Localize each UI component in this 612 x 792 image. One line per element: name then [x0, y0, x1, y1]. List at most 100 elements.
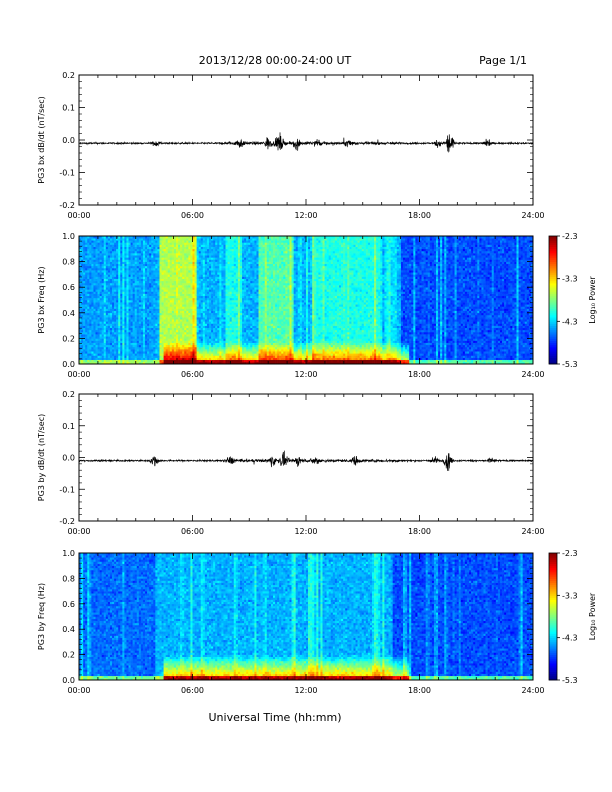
spectrogram-cell: [97, 353, 100, 356]
spectrogram-cell: [180, 289, 183, 292]
spectrogram-cell: [171, 282, 175, 286]
spectrogram-cell: [161, 253, 164, 256]
spectrogram-cell: [145, 308, 148, 311]
spectrogram-cell: [85, 342, 88, 346]
spectrogram-cell: [79, 287, 82, 290]
spectrogram-cell: [132, 321, 136, 324]
spectrogram-cell: [169, 278, 173, 282]
spectrogram-cell: [114, 274, 117, 277]
spectrogram-cell: [107, 357, 111, 361]
spectrogram-cell: [107, 334, 111, 337]
spectrogram-cell: [209, 325, 212, 329]
spectrogram-cell: [239, 289, 243, 292]
spectrogram-cell: [134, 261, 138, 265]
spectrogram-cell: [134, 259, 138, 262]
spectrogram-cell: [153, 317, 156, 320]
spectrogram-cell: [206, 353, 210, 356]
spectrogram-cell: [246, 359, 249, 363]
spectrogram-cell: [237, 329, 241, 333]
spectrogram-cell: [173, 268, 177, 271]
spectrogram-cell: [163, 344, 166, 348]
spectrogram-cell: [184, 349, 187, 352]
spectrogram-cell: [161, 344, 164, 348]
spectrogram-cell: [235, 325, 239, 329]
spectrogram-cell: [239, 361, 243, 365]
spectrogram-cell: [155, 285, 158, 288]
spectrogram-cell: [85, 291, 88, 294]
spectrogram-cell: [206, 321, 210, 324]
spectrogram-cell: [99, 291, 102, 294]
spectrogram-cell: [118, 329, 121, 333]
spectrogram-cell: [204, 263, 208, 267]
spectrogram-cell: [130, 310, 133, 314]
spectrogram-cell: [157, 349, 160, 352]
spectrogram-cell: [223, 255, 226, 258]
spectrogram-cell: [124, 342, 127, 346]
spectrogram-cell: [217, 287, 220, 290]
spectrogram-cell: [192, 342, 195, 346]
spectrogram-cell: [120, 300, 123, 303]
spectrogram-cell: [101, 332, 105, 335]
spectrogram-cell: [225, 246, 228, 250]
spectrogram-cell: [151, 314, 154, 318]
spectrogram-cell: [184, 338, 187, 341]
spectrogram-cell: [204, 308, 208, 311]
spectrogram-cell: [175, 240, 179, 243]
spectrogram-cell: [149, 323, 152, 326]
spectrogram-cell: [246, 357, 249, 361]
spectrogram-cell: [85, 246, 88, 250]
spectrogram-cell: [217, 238, 220, 241]
spectrogram-cell: [118, 344, 121, 348]
spectrogram-cell: [213, 250, 216, 254]
spectrogram-cell: [223, 332, 226, 335]
spectrogram-cell: [138, 289, 142, 292]
spectrogram-cell: [233, 278, 237, 282]
spectrogram-cell: [178, 346, 181, 350]
spectrogram-cell: [192, 263, 195, 267]
spectrogram-cell: [85, 340, 88, 343]
spectrogram-cell: [204, 336, 208, 339]
spectrogram-cell: [91, 361, 94, 365]
spectrogram-cell: [89, 308, 92, 311]
spectrogram-cell: [192, 261, 195, 265]
spectrogram-cell: [87, 300, 90, 303]
spectrogram-cell: [242, 253, 245, 256]
spectrogram-cell: [231, 325, 235, 329]
spectrogram-cell: [118, 276, 121, 279]
spectrogram-cell: [235, 272, 239, 275]
spectrogram-cell: [188, 327, 191, 331]
spectrogram-cell: [87, 274, 90, 277]
spectrogram-cell: [235, 344, 239, 348]
spectrogram-cell: [204, 325, 208, 329]
spectrogram-cell: [93, 289, 96, 292]
spectrogram-cell: [138, 257, 142, 260]
spectrogram-cell: [132, 359, 136, 363]
spectrogram-cell: [128, 272, 131, 275]
spectrogram-cell: [198, 323, 202, 326]
spectrogram-cell: [239, 302, 243, 305]
spectrogram-cell: [122, 342, 125, 346]
spectrogram-cell: [211, 310, 214, 314]
spectrogram-cell: [169, 300, 173, 303]
spectrogram-cell: [103, 300, 107, 303]
spectrogram-cell: [85, 280, 88, 284]
spectrogram-cell: [192, 325, 195, 329]
spectrogram-cell: [132, 289, 136, 292]
spectrogram-cell: [209, 295, 212, 299]
spectrogram-cell: [109, 357, 113, 361]
spectrogram-cell: [147, 308, 150, 311]
spectrogram-cell: [155, 336, 158, 339]
spectrogram-cell: [118, 338, 121, 341]
spectrogram-cell: [81, 268, 84, 271]
spectrogram-cell: [126, 340, 129, 343]
spectrogram-cell: [175, 257, 179, 260]
spectrogram-cell: [145, 342, 148, 346]
spectrogram-cell: [107, 359, 111, 363]
spectrogram-cell: [147, 274, 150, 277]
spectrogram-cell: [178, 336, 181, 339]
spectrogram-cell: [215, 329, 218, 333]
spectrogram-cell: [116, 353, 119, 356]
spectrogram-cell: [209, 332, 212, 335]
spectrogram-cell: [163, 353, 166, 356]
spectrogram-cell: [103, 259, 107, 262]
